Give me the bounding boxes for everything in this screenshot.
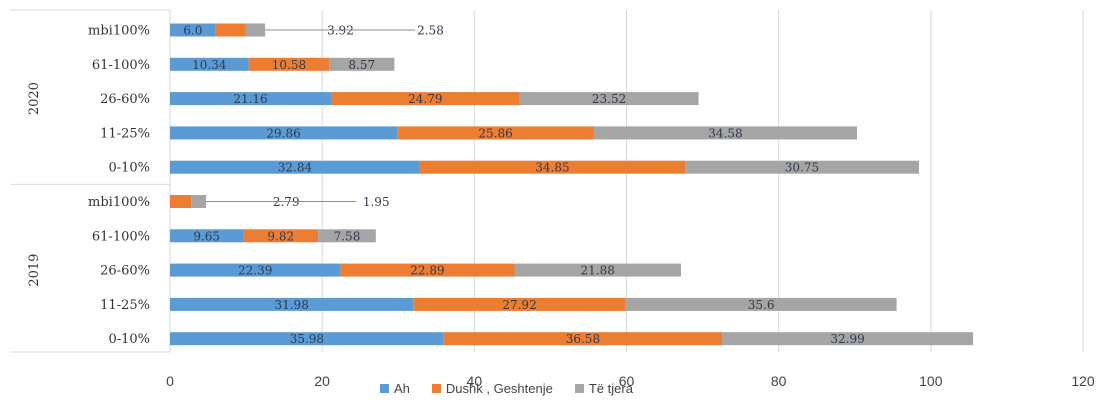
legend-item-te-tjera: Të tjera [574,381,633,396]
category-label-2020-0-10%: 0-10% [108,161,150,176]
data-label-ah-row-4: 32.84 [278,161,313,175]
data-label-ah-row-9: 35.98 [290,332,324,346]
data-label-të-row-3: 34.58 [708,126,742,140]
data-label-të-row-8: 35.6 [748,298,775,312]
bar-të-row-1 [329,57,395,71]
data-label-ah-row-3: 29.86 [266,126,300,140]
legend-label-te-tjera: Të tjera [588,381,633,396]
bar-dushk-row-7 [340,263,515,277]
bar-dushk-row-2 [330,92,520,106]
category-label-2019-26-60%: 26-60% [100,264,150,279]
x-tick-label-80: 80 [771,373,787,389]
category-label-2020-mbi100%: mbi100% [88,24,150,39]
data-label-dushk-row-6: 9.82 [267,229,294,243]
legend-label-ah: Ah [394,381,410,396]
x-tick-label-40: 40 [467,373,483,389]
bar-të-row-7 [514,263,681,277]
bar-ah-row-8 [170,297,414,311]
bar-ah-row-6 [170,229,244,243]
bar-të-row-8 [625,297,897,311]
bar-ah-row-2 [170,92,331,106]
data-label-dushk-row-1: 10.58 [272,58,306,72]
data-label-dushk-row-9: 36.58 [566,332,600,346]
data-label-të-row-5: 1.95 [363,195,390,209]
category-label-2019-11-25%: 11-25% [100,298,150,313]
data-label-të-row-7: 21.88 [581,264,615,278]
bar-dushk-row-8 [413,297,626,311]
group-label-2019: 2019 [27,254,42,287]
x-tick-label-100: 100 [919,373,943,389]
data-label-ah-row-1: 10.34 [192,58,227,72]
data-label-ah-row-7: 22.39 [238,264,272,278]
data-label-të-row-0: 2.58 [417,24,444,38]
data-label-ah-row-8: 31.98 [274,298,308,312]
bar-dushk-row-9 [443,332,723,346]
bar-ah-row-9 [170,332,444,346]
legend: Ah Dushk , Geshtenje Të tjera [380,381,633,396]
bar-të-row-3 [593,126,858,140]
data-label-të-row-4: 30.75 [785,161,819,175]
bar-të-row-9 [722,332,974,346]
data-label-dushk-row-2: 24.79 [408,92,442,106]
bar-të-row-6 [318,229,376,243]
bar-dushk-row-0 [215,23,246,37]
bar-dushk-row-6 [243,229,319,243]
data-label-ah-row-2: 21.16 [233,92,267,106]
data-label-të-row-1: 8.57 [348,58,375,72]
x-tick-label-20: 20 [314,373,330,389]
bar-ah-row-7 [170,263,341,277]
category-label-2020-26-60%: 26-60% [100,92,150,107]
data-label-të-row-2: 23.52 [592,92,626,106]
x-tick-label-60: 60 [619,373,635,389]
legend-item-dushk: Dushk , Geshtenje [431,381,553,396]
bar-dushk-row-3 [397,126,594,140]
data-label-ah-row-0: 6.0 [183,24,202,38]
data-label-dushk-row-3: 25.86 [478,126,512,140]
data-label-të-row-6: 7.58 [334,229,361,243]
bar-dushk-row-1 [248,57,330,71]
legend-swatch-te-tjera [574,384,584,393]
data-label-dushk-row-4: 34.85 [535,161,569,175]
category-label-2019-61-100%: 61-100% [92,229,150,244]
x-tick-label-0: 0 [166,373,174,389]
bar-ah-row-3 [170,126,398,140]
bar-të-row-4 [685,160,919,174]
group-label-2020: 2020 [27,82,42,115]
legend-swatch-ah [380,384,389,393]
x-tick-label-120: 120 [1071,373,1095,389]
data-label-dushk-row-7: 22.89 [410,264,444,278]
bar-ah-row-1 [170,57,249,71]
category-label-2020-11-25%: 11-25% [100,126,150,141]
bar-të-row-5 [191,195,207,208]
data-label-dushk-row-8: 27.92 [502,298,536,312]
bar-dushk-row-5 [170,195,192,208]
category-label-2019-0-10%: 0-10% [108,332,150,347]
bar-ah-row-4 [170,160,420,174]
category-label-2020-61-100%: 61-100% [92,58,150,73]
legend-item-ah: Ah [380,381,410,396]
bar-të-row-2 [519,92,699,106]
bar-të-row-0 [245,23,266,37]
legend-swatch-dushk [431,384,441,393]
bar-ah-row-0 [170,23,216,37]
bar-dushk-row-4 [419,160,686,174]
data-label-të-row-9: 32.99 [830,332,864,346]
category-label-2019-mbi100%: mbi100% [88,195,150,210]
data-label-ah-row-6: 9.65 [193,229,220,243]
legend-label-dushk: Dushk , Geshtenje [445,381,553,396]
